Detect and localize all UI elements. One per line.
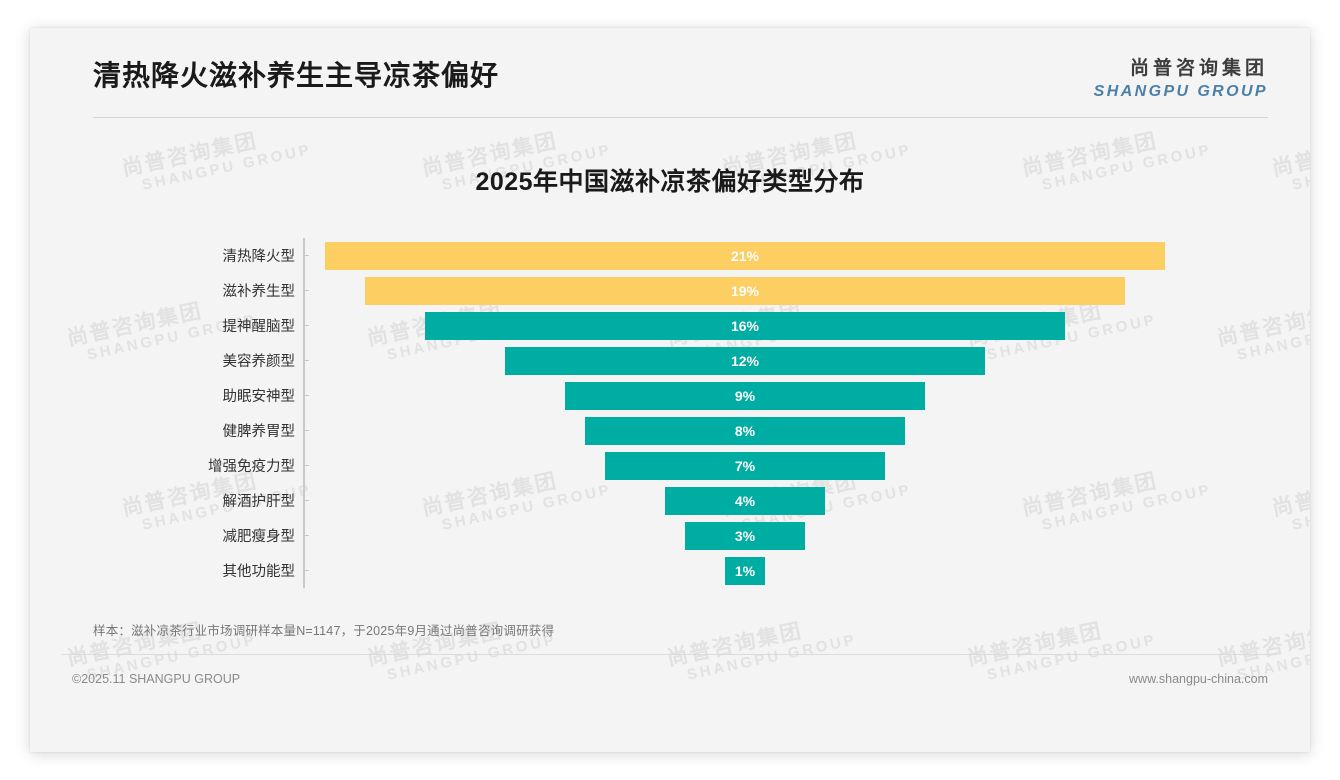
bar-row[interactable]: 清热降火型 21%	[185, 238, 1185, 273]
bar-value-label: 1%	[734, 562, 756, 579]
bar-row[interactable]: 增强免疫力型 7%	[185, 448, 1185, 483]
funnel-bar[interactable]: 4%	[665, 486, 825, 515]
website-link[interactable]: www.shangpu-china.com	[1129, 672, 1268, 686]
logo-english-text: SHANGPU GROUP	[1093, 82, 1268, 100]
funnel-bar[interactable]: 21%	[325, 241, 1165, 270]
funnel-bar[interactable]: 19%	[365, 276, 1125, 305]
funnel-bar[interactable]: 3%	[685, 521, 805, 550]
axis-tick	[303, 360, 309, 361]
funnel-bar[interactable]: 12%	[505, 346, 985, 375]
bar-track: 16%	[305, 308, 1185, 343]
bar-row[interactable]: 美容养颜型 12%	[185, 343, 1185, 378]
bar-category-label: 清热降火型	[222, 249, 296, 265]
slide-footer: ©2025.11 SHANGPU GROUP www.shangpu-china…	[30, 662, 1310, 704]
bar-value-label: 16%	[730, 317, 760, 334]
axis-tick	[303, 500, 309, 501]
bar-category-label: 滋补养生型	[222, 284, 296, 300]
bar-value-label: 3%	[734, 527, 756, 544]
axis-tick	[303, 255, 309, 256]
axis-tick	[303, 395, 309, 396]
header-divider	[93, 117, 1268, 118]
chart-area: 2025年中国滋补凉茶偏好类型分布 清热降火型 21% 滋补养生型 19% 提神醒脑型 1…	[30, 120, 1310, 680]
bar-row[interactable]: 解酒护肝型 4%	[185, 483, 1185, 518]
bar-track: 19%	[305, 273, 1185, 308]
bar-track: 7%	[305, 448, 1185, 483]
funnel-bar[interactable]: 16%	[425, 311, 1065, 340]
bar-value-label: 7%	[734, 457, 756, 474]
chart-title: 2025年中国滋补凉茶偏好类型分布	[475, 168, 865, 196]
axis-tick	[303, 465, 309, 466]
brand-logo: 尚普咨询集团 SHANGPU GROUP	[1094, 58, 1268, 101]
bar-track: 12%	[305, 343, 1185, 378]
bar-track: 3%	[305, 518, 1185, 553]
slide-header: 清热降火滋补养生主导凉茶偏好 尚普咨询集团 SHANGPU GROUP	[30, 28, 1310, 120]
bar-value-label: 8%	[734, 422, 756, 439]
bar-value-label: 21%	[730, 247, 760, 264]
bar-track: 4%	[305, 483, 1185, 518]
bar-row[interactable]: 健脾养胃型 8%	[185, 413, 1185, 448]
axis-tick	[303, 325, 309, 326]
bar-row[interactable]: 其他功能型 1%	[185, 553, 1185, 588]
bar-list: 清热降火型 21% 滋补养生型 19% 提神醒脑型 16% 美容养颜型 12% 助眠安神型 9% 健…	[185, 238, 1185, 588]
bar-value-label: 4%	[734, 492, 756, 509]
bar-category-label: 其他功能型	[222, 564, 296, 580]
slide-canvas: 尚普咨询集团 SHANGPU GROUP 尚普咨询集团 SHANGPU GROUP 尚普…	[30, 28, 1310, 752]
axis-tick	[303, 535, 309, 536]
page-title: 清热降火滋补养生主导凉茶偏好	[93, 60, 500, 91]
logo-chinese-text: 尚普咨询集团	[1129, 58, 1268, 79]
bar-track: 21%	[305, 238, 1185, 273]
axis-tick	[303, 570, 309, 571]
bar-row[interactable]: 助眠安神型 9%	[185, 378, 1185, 413]
bar-value-label: 9%	[734, 387, 756, 404]
axis-tick	[303, 290, 309, 291]
bar-category-label: 美容养颜型	[222, 354, 296, 370]
sample-footnote: 样本：滋补凉茶行业市场调研样本量N=1147，于2025年9月通过尚普咨询调研获…	[93, 624, 555, 638]
funnel-bar[interactable]: 9%	[565, 381, 925, 410]
bar-track: 9%	[305, 378, 1185, 413]
bar-track: 1%	[305, 553, 1185, 588]
bar-value-label: 19%	[730, 282, 760, 299]
bar-category-label: 助眠安神型	[222, 389, 296, 405]
category-axis-line	[303, 238, 305, 588]
bar-category-label: 增强免疫力型	[208, 459, 295, 475]
copyright-text: ©2025.11 SHANGPU GROUP	[72, 672, 241, 686]
bar-track: 8%	[305, 413, 1185, 448]
bar-category-label: 提神醒脑型	[222, 319, 296, 335]
funnel-bar[interactable]: 7%	[605, 451, 885, 480]
bar-category-label: 健脾养胃型	[222, 424, 296, 440]
bar-category-label: 减肥瘦身型	[222, 529, 296, 545]
funnel-bar[interactable]: 1%	[725, 556, 765, 585]
bar-row[interactable]: 提神醒脑型 16%	[185, 308, 1185, 343]
bar-row[interactable]: 减肥瘦身型 3%	[185, 518, 1185, 553]
footer-divider	[62, 654, 1277, 655]
funnel-bar[interactable]: 8%	[585, 416, 905, 445]
bar-category-label: 解酒护肝型	[222, 494, 296, 510]
axis-tick	[303, 430, 309, 431]
funnel-chart: 清热降火型 21% 滋补养生型 19% 提神醒脑型 16% 美容养颜型 12% 助眠安神型 9% 健…	[185, 238, 1185, 588]
bar-value-label: 12%	[730, 352, 760, 369]
bar-row[interactable]: 滋补养生型 19%	[185, 273, 1185, 308]
